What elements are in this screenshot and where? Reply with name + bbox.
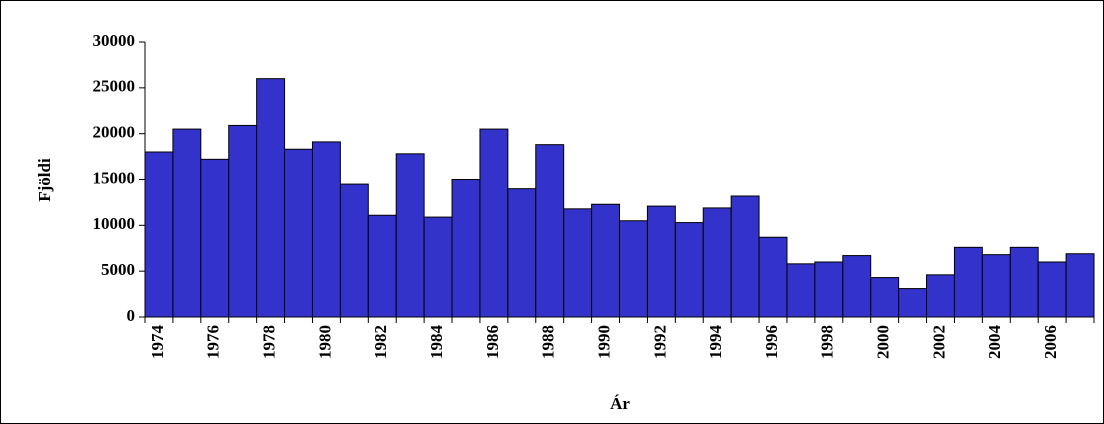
x-tick-label: 1998 [818,325,837,359]
y-tick-label: 25000 [93,77,136,96]
bar [1009,246,1039,318]
x-tick-label: 1986 [483,325,502,359]
bar [591,203,621,318]
bar [423,216,453,318]
bar [228,124,258,318]
x-axis-label: Ár [610,394,630,413]
bar [144,151,174,318]
x-tick-label: 1976 [204,325,223,359]
x-tick-label: 1982 [371,325,390,359]
y-tick-label: 0 [127,306,136,325]
bar [702,207,732,318]
bar [479,128,509,318]
bar [730,195,760,318]
y-tick-label: 5000 [101,260,135,279]
y-axis-label: Fjöldi [35,158,54,202]
bar [1065,253,1095,318]
x-tick-label: 1974 [148,325,167,360]
bar [395,153,425,318]
bar [758,236,788,318]
bar [311,141,341,318]
bar [981,254,1011,318]
x-tick-label: 1992 [650,325,669,359]
bar [172,128,202,318]
y-tick-label: 10000 [93,214,136,233]
bar [256,78,286,318]
x-tick-label: 1980 [315,325,334,359]
bar [926,274,955,318]
x-tick-label: 1978 [260,325,279,359]
x-tick-label: 1996 [762,325,781,359]
bar [619,220,648,318]
bar [507,188,537,318]
x-tick-label: 1990 [594,325,613,359]
y-tick-label: 30000 [93,31,136,50]
bar [646,205,676,318]
y-tick-label: 20000 [93,123,136,142]
bar [367,214,397,318]
x-tick-label: 2004 [985,325,1004,360]
y-tick-label: 15000 [93,168,136,187]
bar [953,246,983,318]
bar [284,148,313,318]
bar [200,158,230,318]
bar [451,179,481,318]
bar [814,261,844,318]
x-tick-label: 1994 [706,325,725,360]
bar [1037,261,1067,318]
x-tick-label: 1984 [427,325,446,360]
x-tick-label: 2002 [929,325,948,359]
bar [898,288,928,318]
bar [786,263,816,318]
bar [535,144,565,318]
bar [339,183,369,318]
bar [842,255,872,318]
x-tick-label: 2006 [1041,325,1060,359]
x-tick-label: 1988 [539,325,558,359]
x-tick-label: 2000 [874,325,893,359]
bar [870,277,900,318]
bar [674,222,704,318]
bar [563,208,593,318]
